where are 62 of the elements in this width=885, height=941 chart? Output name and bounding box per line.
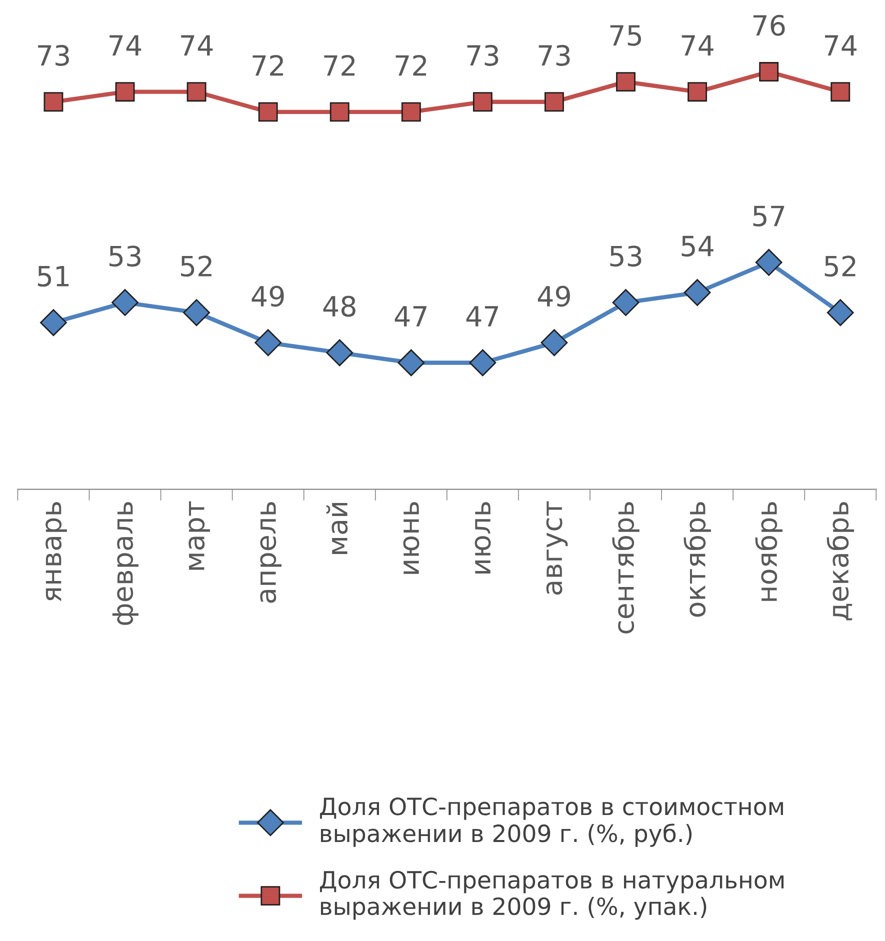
x-tick-label: декабрь (826, 502, 854, 620)
point (616, 72, 636, 92)
point (684, 279, 711, 306)
point (755, 248, 782, 276)
point (472, 92, 492, 112)
point (112, 289, 138, 316)
data-label: 73 (538, 44, 570, 66)
data-label: 47 (394, 306, 426, 326)
x-tick-label: ноябрь (755, 502, 783, 601)
x-tick-label: январь (46, 502, 67, 602)
point (544, 92, 564, 112)
data-label: 74 (181, 35, 213, 56)
point (401, 102, 421, 122)
point (258, 102, 278, 122)
point (759, 62, 779, 82)
point (115, 82, 135, 102)
data-label: 47 (466, 306, 498, 326)
x-tick-label: июнь (403, 502, 420, 574)
x-tick-label: август (546, 501, 568, 595)
data-label: 51 (38, 266, 69, 287)
data-label: 54 (682, 236, 714, 257)
data-label: 72 (396, 54, 426, 76)
legend-label: Доля ОТС-препаратов в натуральном выражении в 2009 г. (%, упак.) (320, 870, 784, 920)
data-label: 49 (252, 286, 284, 307)
point (326, 339, 354, 366)
x-tick-label: апрель (260, 502, 282, 603)
x-tick-label: июль (474, 502, 491, 574)
data-label: 52 (824, 256, 856, 277)
point (826, 299, 854, 326)
x-tick-label: октябрь (684, 502, 711, 617)
legend-label: Доля ОТС-препаратов в стоимостном выражении в 2009 г. (%, руб.) (320, 797, 783, 847)
point (469, 349, 496, 376)
point (612, 289, 640, 316)
data-label: 48 (323, 296, 356, 317)
data-label: 74 (824, 35, 856, 56)
point (830, 82, 850, 102)
data-label: 49 (538, 286, 570, 307)
point (40, 309, 67, 336)
data-label: 73 (467, 44, 498, 66)
point (183, 299, 210, 326)
point (254, 329, 282, 356)
x-tick-label: май (326, 502, 348, 554)
point (186, 82, 206, 102)
data-label: 74 (682, 35, 714, 56)
x-tick-label: март (188, 501, 210, 570)
data-label: 76 (753, 14, 785, 36)
data-label: 52 (181, 256, 212, 277)
data-label: 72 (252, 54, 283, 76)
data-label: 73 (38, 44, 69, 66)
data-label: 53 (610, 246, 642, 267)
point (540, 329, 568, 356)
data-label: 53 (109, 246, 140, 267)
point (330, 102, 350, 122)
point (688, 82, 708, 102)
point (398, 349, 425, 376)
data-label: 72 (324, 54, 355, 76)
data-label: 57 (753, 206, 784, 226)
data-label: 75 (610, 25, 642, 46)
point (44, 92, 64, 112)
x-tick-label: февраль (112, 502, 138, 625)
x-tick-label: сентябрь (612, 502, 640, 634)
data-label: 74 (110, 35, 142, 56)
